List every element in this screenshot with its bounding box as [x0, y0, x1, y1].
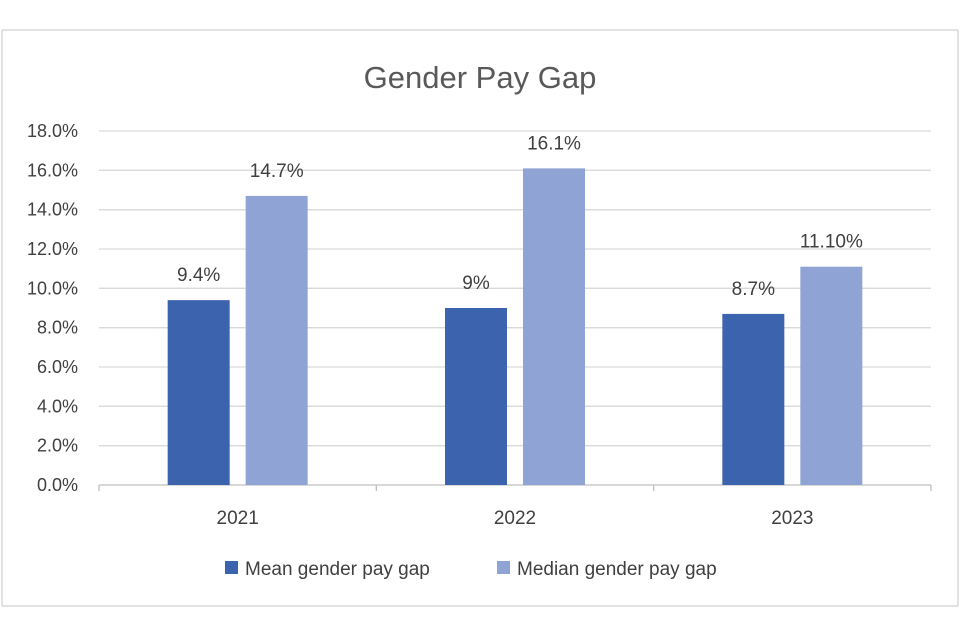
y-tick-label: 12.0%	[27, 239, 78, 259]
legend-swatch	[497, 561, 510, 574]
x-axis-ticks: 2021 2022 2023	[217, 508, 814, 529]
data-label: 8.7%	[732, 279, 775, 300]
y-tick-label: 4.0%	[37, 396, 78, 416]
legend-label: Median gender pay gap	[517, 559, 717, 580]
x-tick-label: 2021	[217, 508, 259, 529]
bar-median-2021	[245, 195, 308, 485]
x-tick-label: 2023	[771, 508, 813, 529]
bar-mean-2021	[167, 300, 230, 485]
y-tick-label: 14.0%	[27, 200, 78, 220]
legend-swatch	[225, 561, 238, 574]
bar-median-2022	[523, 168, 585, 485]
y-axis-ticks: 0.0% 2.0% 4.0% 6.0% 8.0% 10.0% 12.0% 14.0% 16.0%…	[27, 121, 78, 495]
data-label: 14.7%	[250, 161, 304, 182]
y-tick-label: 6.0%	[37, 357, 78, 377]
bar-mean-2023	[722, 313, 785, 485]
x-tick-label: 2022	[494, 508, 536, 529]
y-tick-label: 10.0%	[27, 278, 78, 298]
data-label: 9.4%	[177, 265, 220, 286]
chart-title: Gender Pay Gap	[364, 60, 597, 95]
data-label: 11.10%	[800, 232, 863, 253]
data-label: 16.1%	[527, 133, 581, 154]
legend: Mean gender pay gap Median gender pay gap	[225, 559, 717, 580]
bar-mean-2022	[445, 308, 507, 485]
bar-median-2023	[800, 266, 863, 485]
gridlines	[98, 130, 932, 491]
data-label: 9%	[462, 273, 490, 294]
data-labels: 9.4% 14.7% 9% 16.1% 8.7% 11.10%	[177, 133, 863, 300]
y-tick-label: 18.0%	[27, 121, 78, 141]
y-tick-label: 16.0%	[27, 160, 78, 180]
y-tick-label: 8.0%	[37, 318, 78, 338]
legend-label: Mean gender pay gap	[245, 559, 430, 580]
y-tick-label: 0.0%	[37, 475, 78, 495]
y-tick-label: 2.0%	[37, 436, 78, 456]
bars	[167, 168, 863, 485]
